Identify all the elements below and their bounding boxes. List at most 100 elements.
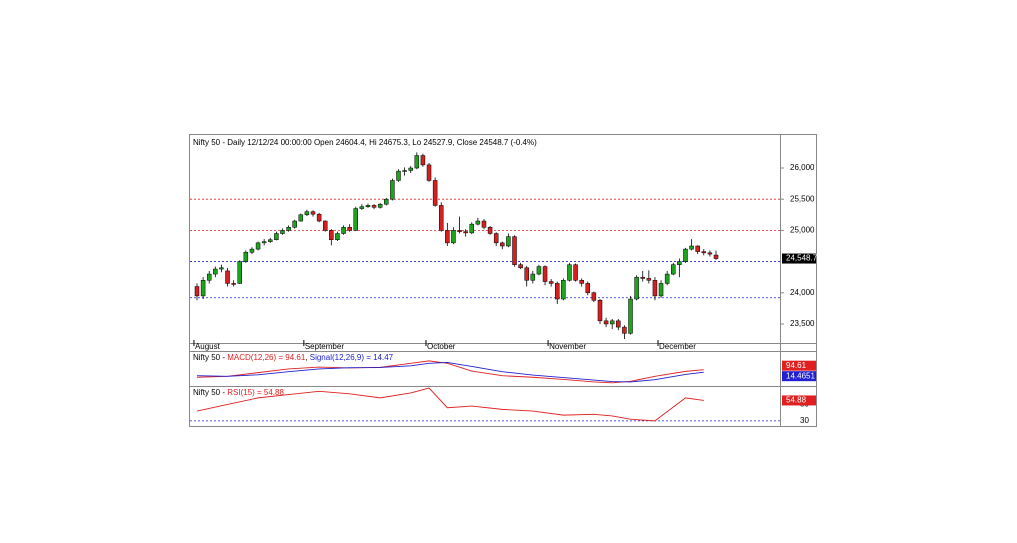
candle-body	[335, 233, 340, 240]
candle-body	[573, 264, 578, 281]
candle-body	[237, 261, 242, 284]
y-tick-label: 25,500	[790, 194, 815, 203]
candle-body	[622, 326, 627, 334]
candle-body	[640, 276, 645, 279]
candle-body	[255, 242, 261, 250]
candle-body	[457, 230, 462, 232]
value-box-label: 14.4651	[786, 371, 815, 380]
candle-body	[298, 214, 304, 222]
y-tick-label: 30	[800, 416, 809, 425]
last-price-label: 24,548.7	[786, 254, 818, 263]
candle-body	[438, 205, 444, 231]
candle-body	[280, 230, 285, 234]
candle-body	[664, 273, 670, 284]
legend-entry: RSI(15) = 54.88	[227, 388, 284, 397]
y-tick-label: 26,000	[790, 163, 815, 172]
candle-body	[225, 270, 230, 284]
candle-body	[316, 213, 322, 222]
candle-body	[646, 278, 652, 281]
y-tick-label: 23,500	[790, 319, 815, 328]
x-tick-label: September	[305, 342, 344, 351]
candle-body	[689, 245, 694, 250]
candle-body	[487, 227, 493, 234]
candle-body	[194, 286, 200, 297]
x-tick-label: November	[549, 342, 586, 351]
candle-body	[707, 252, 713, 255]
candle-body	[347, 227, 352, 231]
candle-body	[384, 198, 389, 205]
candle-body	[500, 242, 505, 247]
candle-body	[585, 283, 591, 294]
candle-body	[268, 239, 273, 242]
candle-body	[579, 280, 584, 284]
candle-body	[292, 220, 297, 228]
candle-body	[408, 167, 413, 171]
legend-entry: MACD(12,26) = 94.61	[227, 353, 306, 362]
legend-entry: Signal(12,26,9) = 14.47	[310, 353, 394, 362]
candle-body	[420, 155, 426, 166]
x-tick-label: December	[659, 342, 696, 351]
candle-body	[634, 276, 639, 300]
candle-body	[554, 283, 560, 300]
candle-body	[390, 180, 395, 200]
y-tick-label: 24,000	[790, 288, 815, 297]
candle-body	[377, 203, 383, 208]
separator: ,	[305, 353, 309, 362]
candle-body	[371, 205, 377, 208]
candle-body	[341, 227, 346, 234]
candle-body	[322, 220, 328, 231]
candle-body	[542, 266, 548, 282]
candle-body	[518, 264, 523, 269]
candle-body	[628, 298, 633, 334]
candle-body	[353, 208, 359, 231]
candle-body	[426, 164, 432, 181]
candle-body	[561, 280, 566, 300]
y-tick-label: 25,000	[790, 225, 815, 234]
candle-body	[200, 280, 206, 297]
candle-body	[329, 230, 334, 240]
candle-body	[213, 268, 218, 275]
x-tick-label: October	[427, 342, 456, 351]
panel-prefix: Nifty 50 -	[193, 388, 227, 397]
candle-body	[243, 251, 249, 262]
candle-body	[261, 241, 267, 244]
panel-title: Nifty 50 - MACD(12,26) = 94.61, Signal(1…	[193, 353, 394, 362]
candle-body	[677, 261, 682, 265]
candle-body	[609, 320, 615, 325]
value-box-label: 94.61	[786, 361, 807, 370]
candle-body	[359, 206, 365, 209]
candle-body	[432, 180, 438, 206]
candle-body	[683, 248, 688, 262]
candle-body	[671, 264, 676, 275]
panel-prefix: Nifty 50 -	[193, 353, 227, 362]
candle-body	[219, 267, 224, 270]
candle-body	[249, 248, 255, 253]
candle-body	[365, 205, 371, 207]
candle-body	[506, 236, 511, 247]
candle-body	[481, 220, 487, 228]
candle-body	[469, 223, 475, 234]
candle-body	[597, 300, 603, 322]
candle-body	[695, 245, 700, 252]
chart-frame	[189, 134, 817, 427]
candle-body	[304, 211, 310, 216]
candle-body	[536, 266, 542, 275]
candle-body	[658, 283, 664, 297]
candle-body	[206, 273, 212, 281]
candle-body	[493, 233, 499, 244]
value-box	[782, 395, 816, 406]
indicator-line	[196, 387, 704, 422]
candle-body	[445, 230, 450, 244]
x-tick-label: August	[195, 342, 221, 351]
candle-body	[396, 170, 401, 181]
candle-body	[512, 236, 517, 265]
candle-body	[652, 280, 658, 297]
value-box	[782, 371, 816, 382]
value-box	[782, 360, 816, 371]
indicator-line	[196, 361, 704, 383]
candle-body	[713, 254, 719, 259]
candle-body	[524, 267, 529, 281]
candle-body	[603, 320, 609, 325]
candle-body	[286, 227, 291, 231]
